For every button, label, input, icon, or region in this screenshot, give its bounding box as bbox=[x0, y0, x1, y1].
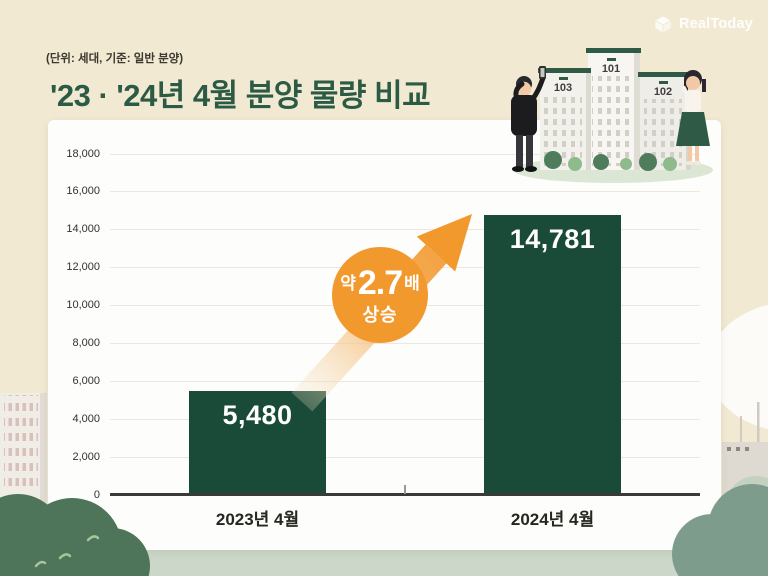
badge-suffix: 배 bbox=[404, 273, 420, 293]
y-axis-tick-label: 12,000 bbox=[66, 261, 100, 274]
x-axis-category-label: 2024년 4월 bbox=[510, 510, 595, 529]
unit-note: (단위: 세대, 기준: 일반 분양) bbox=[46, 53, 184, 65]
badge-line2: 상승 bbox=[362, 305, 398, 325]
gridline bbox=[110, 153, 700, 155]
ground-strip bbox=[0, 549, 768, 576]
badge-prefix: 약 bbox=[340, 273, 356, 293]
bar-1: 5,480 bbox=[189, 391, 326, 495]
y-axis-tick-label: 8,000 bbox=[72, 336, 100, 349]
gridline bbox=[110, 191, 700, 193]
y-axis-tick-label: 18,000 bbox=[66, 147, 100, 160]
badge-line1: 약 2.7 배 bbox=[340, 266, 420, 300]
logo-text: RealToday bbox=[678, 16, 753, 32]
increase-badge: 약 2.7 배 상승 bbox=[332, 247, 428, 343]
building-101-label: 101 bbox=[602, 63, 620, 75]
x-axis-mid-tick bbox=[404, 485, 406, 494]
y-axis-tick-label: 4,000 bbox=[72, 412, 100, 425]
x-axis-line bbox=[110, 493, 700, 496]
gridline bbox=[110, 418, 700, 420]
bar-value-label: 5,480 bbox=[222, 400, 293, 431]
badge-multiplier: 2.7 bbox=[357, 264, 403, 302]
gridline bbox=[110, 229, 700, 231]
bar-value-label: 14,781 bbox=[509, 223, 596, 254]
building-102-label: 102 bbox=[654, 86, 672, 98]
y-axis-tick-label: 6,000 bbox=[72, 374, 100, 387]
x-axis-category-label: 2023년 4월 bbox=[215, 510, 300, 529]
realtoday-logo: RealToday bbox=[653, 14, 753, 34]
y-axis-tick-label: 16,000 bbox=[66, 185, 100, 198]
building-103-label: 103 bbox=[554, 82, 572, 94]
y-axis-tick-label: 14,000 bbox=[66, 223, 100, 236]
cube-logo-icon bbox=[654, 15, 672, 34]
y-axis-tick-label: 0 bbox=[93, 488, 100, 501]
y-axis-tick-label: 10,000 bbox=[66, 299, 100, 312]
bar-2: 14,781 bbox=[484, 214, 621, 495]
y-axis-tick-label: 2,000 bbox=[72, 450, 100, 463]
page-title: '23 · '24년 4월 분양 물량 비교 bbox=[50, 78, 431, 113]
gridline bbox=[110, 456, 700, 458]
